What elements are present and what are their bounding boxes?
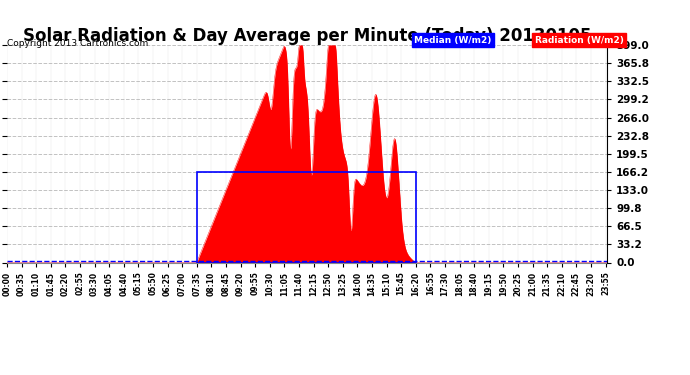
- Text: Radiation (W/m2): Radiation (W/m2): [535, 36, 624, 45]
- Text: Copyright 2013 Cartronics.com: Copyright 2013 Cartronics.com: [7, 39, 148, 48]
- Text: Median (W/m2): Median (W/m2): [414, 36, 491, 45]
- Title: Solar Radiation & Day Average per Minute (Today) 20130105: Solar Radiation & Day Average per Minute…: [23, 27, 591, 45]
- Bar: [197, 172, 415, 262]
